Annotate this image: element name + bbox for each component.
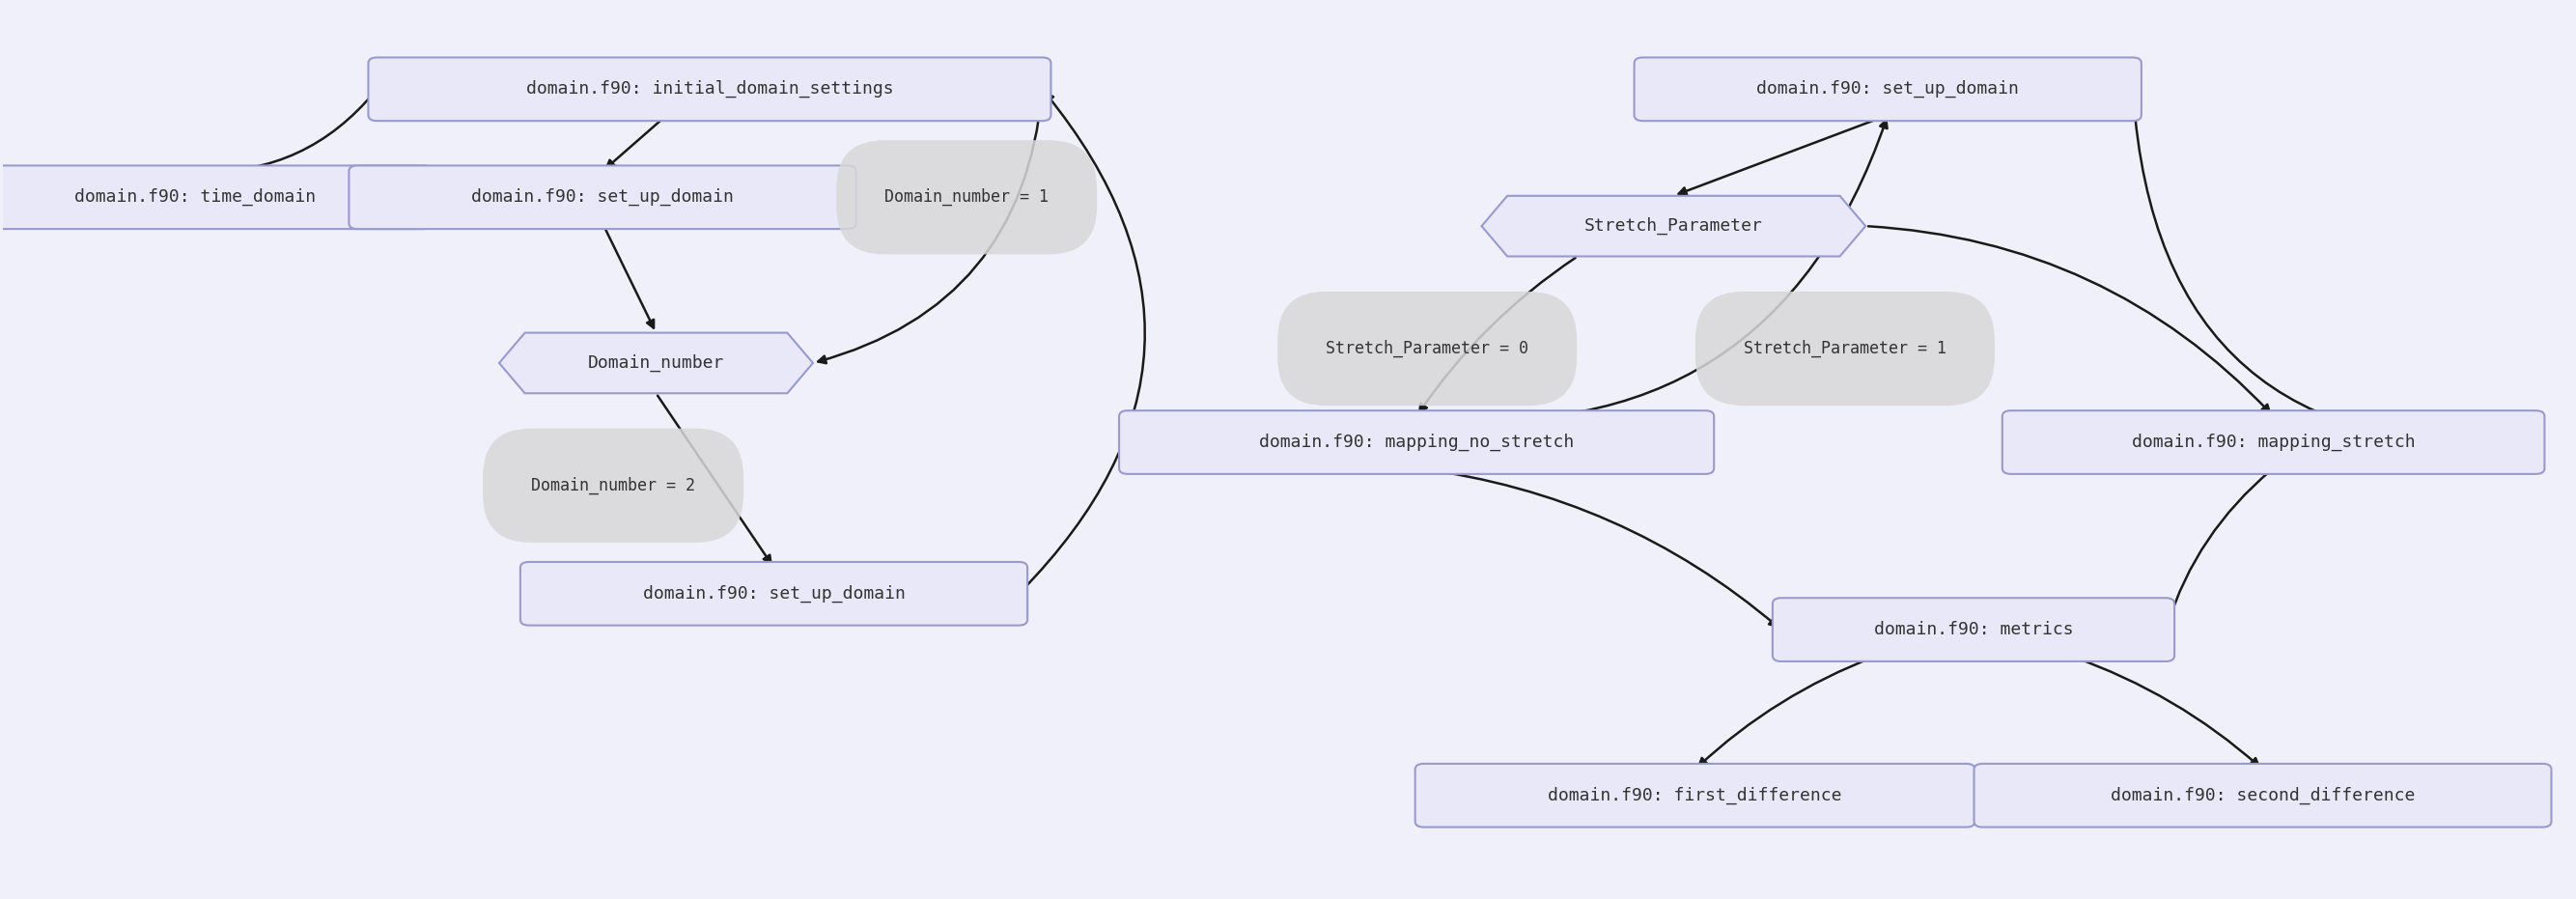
Text: Domain_number = 2: Domain_number = 2: [531, 476, 696, 494]
FancyBboxPatch shape: [368, 58, 1051, 120]
FancyBboxPatch shape: [1118, 411, 1713, 474]
Text: domain.f90: first_difference: domain.f90: first_difference: [1548, 787, 1842, 805]
Text: domain.f90: mapping_no_stretch: domain.f90: mapping_no_stretch: [1260, 433, 1574, 451]
Polygon shape: [1481, 196, 1865, 256]
Text: Stretch_Parameter: Stretch_Parameter: [1584, 218, 1762, 235]
FancyBboxPatch shape: [520, 562, 1028, 626]
Text: domain.f90: initial_domain_settings: domain.f90: initial_domain_settings: [526, 80, 894, 98]
FancyBboxPatch shape: [348, 165, 855, 229]
FancyBboxPatch shape: [1772, 598, 2174, 662]
Text: domain.f90: set_up_domain: domain.f90: set_up_domain: [471, 189, 734, 206]
FancyBboxPatch shape: [2002, 411, 2545, 474]
Text: domain.f90: time_domain: domain.f90: time_domain: [75, 189, 317, 206]
FancyBboxPatch shape: [1414, 764, 1976, 827]
Polygon shape: [500, 333, 814, 393]
FancyBboxPatch shape: [1973, 764, 2550, 827]
FancyBboxPatch shape: [0, 165, 433, 229]
Text: Domain_number: Domain_number: [587, 354, 724, 372]
FancyBboxPatch shape: [1633, 58, 2141, 120]
Text: domain.f90: metrics: domain.f90: metrics: [1873, 621, 2074, 638]
Text: Stretch_Parameter = 0: Stretch_Parameter = 0: [1327, 340, 1528, 358]
Text: domain.f90: set_up_domain: domain.f90: set_up_domain: [1757, 80, 2020, 98]
Text: domain.f90: set_up_domain: domain.f90: set_up_domain: [641, 585, 904, 602]
Text: Domain_number = 1: Domain_number = 1: [884, 189, 1048, 206]
Text: domain.f90: mapping_stretch: domain.f90: mapping_stretch: [2133, 433, 2416, 451]
Text: domain.f90: second_difference: domain.f90: second_difference: [2110, 787, 2414, 805]
Text: Stretch_Parameter = 1: Stretch_Parameter = 1: [1744, 340, 1947, 358]
